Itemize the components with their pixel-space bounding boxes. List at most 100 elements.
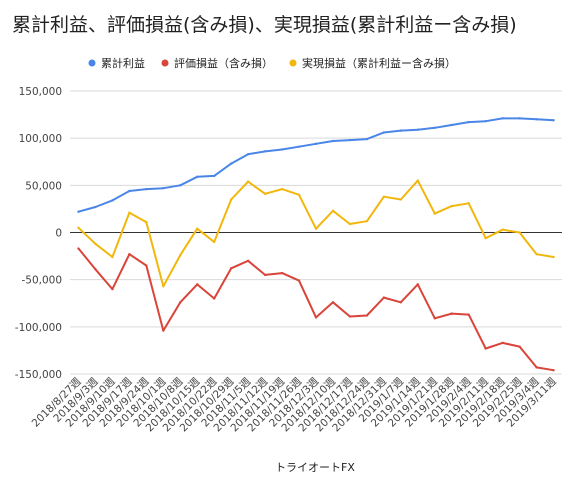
data-point [196,283,199,286]
legend-label-1: 評価損益（含み損） [174,56,273,70]
data-point [450,204,453,208]
data-point [518,117,521,120]
legend-marker-2 [289,59,297,67]
data-point [145,220,148,224]
data-point [77,226,80,229]
data-point [552,369,555,372]
data-point [314,227,318,230]
data-point [94,205,97,209]
data-point [94,268,97,271]
y-tick-label: -100,000 [15,322,62,334]
series-line-1 [77,247,554,372]
data-point [501,228,504,231]
data-point [77,247,80,250]
legend-marker-1 [161,59,169,67]
data-point [467,120,470,124]
y-tick-label: -50,000 [21,275,62,287]
data-point [365,314,369,317]
data-point [331,209,335,213]
data-point [297,145,301,148]
data-point [246,180,250,183]
y-tick-label: 0 [55,228,62,240]
data-point [179,301,182,304]
data-point [399,198,403,201]
data-point [229,198,233,201]
y-tick-label: 50,000 [25,180,62,192]
data-point [535,118,538,121]
data-point [128,189,131,193]
series-line-2 [77,179,554,288]
data-point [111,255,114,259]
data-point [552,119,555,122]
data-point [162,285,165,288]
x-axis-label: トライオートFX [275,461,355,474]
data-point [280,187,284,191]
data-point [535,252,538,256]
data-point [331,139,335,143]
data-point [145,187,148,191]
data-point [314,316,318,319]
data-point [501,341,504,345]
data-point [246,259,250,262]
data-point [484,347,487,350]
data-point [382,131,386,134]
data-point [331,301,335,304]
data-point [111,287,114,291]
data-point [297,193,301,196]
data-point [229,162,233,165]
data-point [213,297,216,300]
data-point [162,329,165,332]
data-point [213,174,216,178]
data-point [263,192,267,196]
data-point [467,313,470,316]
data-point [433,212,436,215]
data-point [416,179,419,182]
data-point [77,210,80,213]
legend-label-2: 実現損益（累計利益ー含み損） [302,56,456,70]
data-point [348,222,352,226]
data-point [416,283,419,286]
data-point [399,129,403,132]
legend-label-0: 累計利益 [101,56,145,70]
data-point [535,366,538,369]
data-point [484,236,487,240]
series-line-0 [78,117,554,213]
data-point [213,240,216,244]
data-point [484,119,487,123]
data-point [128,252,131,256]
data-point [162,186,165,190]
chart-title: 累計利益、評価損益(含み損)、実現損益(累計利益ー含み損) [12,14,517,36]
data-point [433,317,436,320]
data-point [365,137,369,141]
data-point [229,267,233,270]
data-point [297,279,301,282]
data-point [450,312,453,315]
data-point [280,148,284,151]
data-point [145,264,148,267]
data-point [128,211,131,214]
data-point [196,227,199,230]
data-point [314,142,318,146]
y-tick-label: -150,000 [15,369,62,381]
data-point [263,273,267,277]
data-point [416,128,419,131]
data-point [399,301,403,304]
data-point [365,219,369,223]
data-point [348,315,352,318]
data-point [348,138,352,142]
data-point [518,231,521,234]
data-point [196,175,199,179]
y-tick-label: 150,000 [19,86,62,98]
data-point [382,296,386,299]
data-point [280,271,284,275]
data-point [246,153,250,156]
data-point [433,126,436,129]
data-point [552,255,555,259]
y-tick-label: 100,000 [19,133,62,145]
data-point [263,150,267,153]
data-point [94,242,97,246]
data-point [450,123,453,127]
legend-marker-0 [88,59,96,67]
data-point [179,253,182,257]
